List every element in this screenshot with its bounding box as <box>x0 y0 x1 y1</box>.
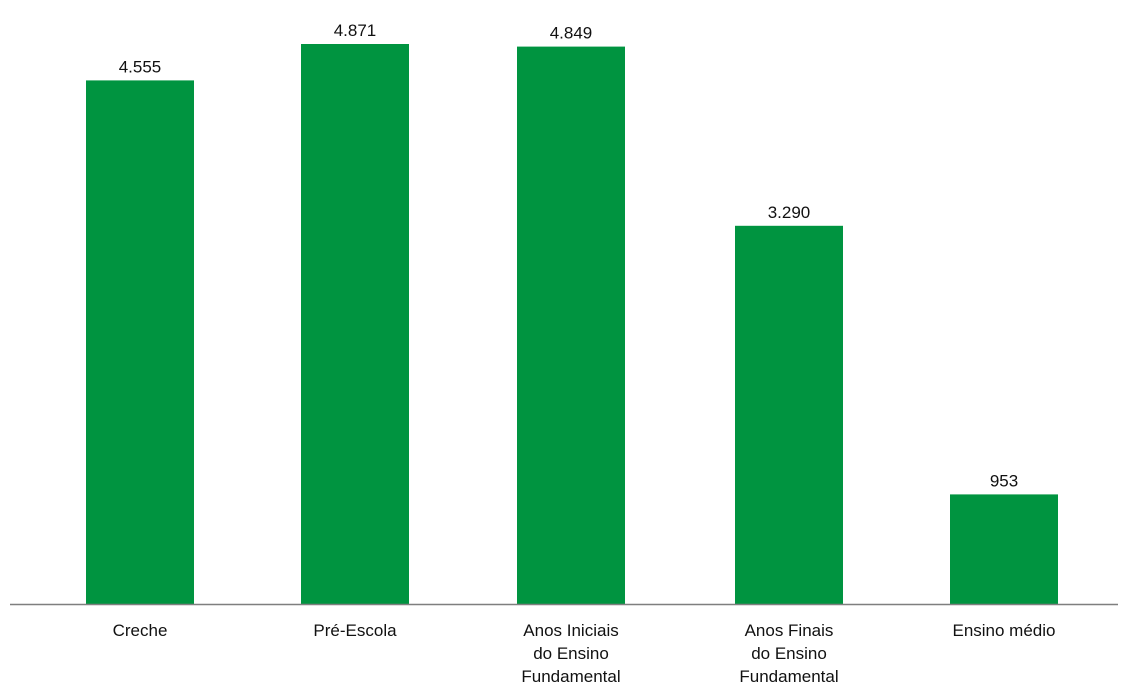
value-label-5: 953 <box>990 471 1018 490</box>
category-label-line: do Ensino <box>751 644 827 663</box>
bar-3 <box>517 46 625 605</box>
category-label-4: Anos Finais do Ensino Fundamental <box>739 621 838 686</box>
bar-1 <box>86 80 194 604</box>
category-label-3: Anos Iniciais do Ensino Fundamental <box>521 621 620 686</box>
category-label-line: Fundamental <box>521 667 620 686</box>
bars-group <box>86 44 1058 605</box>
bar-4 <box>735 225 843 605</box>
category-labels-group: Creche Pré-Escola Anos Iniciais do Ensino Fu… <box>113 621 1056 686</box>
category-label-line: Pré-Escola <box>313 621 397 640</box>
category-label-5: Ensino médio <box>952 621 1055 640</box>
category-label-line: Fundamental <box>739 667 838 686</box>
category-label-line: Creche <box>113 621 168 640</box>
category-label-1: Creche <box>113 621 168 640</box>
value-labels-group: 4.555 4.871 4.849 3.290 953 <box>119 21 1018 490</box>
bar-2 <box>301 44 409 604</box>
bar-5 <box>950 494 1058 604</box>
value-label-2: 4.871 <box>334 21 377 40</box>
category-label-line: Ensino médio <box>952 621 1055 640</box>
category-label-line: Anos Finais <box>745 621 834 640</box>
value-label-3: 4.849 <box>550 24 593 43</box>
category-label-2: Pré-Escola <box>313 621 397 640</box>
category-label-line: do Ensino <box>533 644 609 663</box>
value-label-1: 4.555 <box>119 57 162 76</box>
value-label-4: 3.290 <box>768 203 811 222</box>
category-label-line: Anos Iniciais <box>523 621 618 640</box>
